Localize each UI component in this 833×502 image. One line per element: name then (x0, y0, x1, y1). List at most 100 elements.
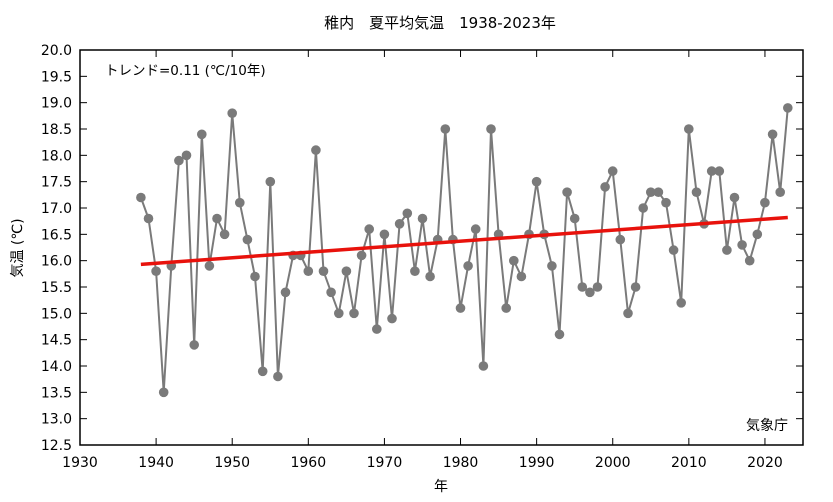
x-tick-label: 1950 (214, 455, 250, 471)
data-point (303, 266, 314, 277)
data-point (562, 187, 572, 197)
y-tick-label: 16.0 (41, 254, 72, 270)
x-tick-label: 1930 (62, 455, 98, 471)
data-point (318, 266, 329, 277)
x-axis-label: 年 (434, 479, 448, 495)
data-point (569, 213, 580, 224)
data-point (767, 129, 778, 140)
data-point (592, 282, 603, 292)
trend-annotation: トレンド=0.11 (℃/10年) (105, 63, 266, 79)
data-point (265, 176, 276, 187)
x-tick-label: 1960 (290, 455, 326, 471)
data-point (775, 187, 785, 197)
data-point (752, 229, 763, 240)
data-point (311, 145, 321, 155)
data-point (554, 329, 565, 340)
data-point (341, 266, 352, 277)
data-point (242, 234, 253, 245)
y-tick-label: 15.5 (41, 280, 72, 296)
data-point (744, 255, 755, 266)
data-point (653, 187, 664, 197)
series-line (139, 107, 789, 393)
data-point (372, 324, 382, 334)
y-tick-label: 14.5 (41, 333, 72, 349)
data-point (410, 266, 420, 277)
data-point (189, 340, 199, 350)
data-point (387, 313, 397, 324)
data-point (783, 103, 793, 113)
y-tick-label: 19.5 (41, 69, 72, 85)
data-point (577, 282, 588, 292)
x-tick-label: 1990 (519, 455, 555, 471)
data-point (638, 203, 648, 213)
data-point (585, 287, 595, 298)
data-point (204, 261, 215, 271)
data-point (470, 224, 481, 234)
data-point (349, 308, 359, 319)
data-point (417, 213, 428, 224)
data-point (463, 261, 473, 271)
data-point (425, 271, 435, 282)
data-point (257, 366, 268, 377)
data-point (197, 129, 207, 140)
data-point (280, 287, 291, 298)
data-point (250, 271, 260, 282)
data-point (630, 282, 641, 292)
data-point (722, 245, 732, 255)
data-point (509, 255, 519, 266)
data-point (706, 166, 717, 176)
x-tick-label: 2000 (595, 455, 631, 471)
trend-layer (140, 215, 788, 267)
y-tick-label: 18.0 (41, 148, 72, 164)
y-tick-label: 13.5 (41, 385, 72, 401)
data-point (326, 287, 336, 298)
data-point (737, 240, 747, 250)
data-point (440, 124, 451, 134)
chart-title: 稚内 夏平均気温 1938-2023年 (324, 14, 556, 32)
data-point (364, 224, 375, 234)
data-point (661, 197, 671, 208)
data-point (600, 182, 610, 192)
data-point (684, 124, 694, 134)
data-point (394, 219, 405, 229)
data-point (219, 229, 230, 240)
data-point (227, 108, 237, 118)
data-point (143, 213, 154, 224)
y-tick-label: 18.5 (41, 122, 72, 138)
data-point (356, 250, 367, 261)
y-tick-label: 14.0 (41, 359, 72, 375)
data-point (501, 303, 512, 313)
data-point (379, 229, 390, 240)
y-tick-label: 17.0 (41, 201, 72, 217)
series-layer (139, 107, 789, 393)
data-point (516, 271, 527, 282)
data-point (714, 166, 725, 176)
data-point (478, 361, 489, 371)
x-axis: 1930 1940 1950 1960 1970 1980 1990 2000 2010 2020 (62, 50, 783, 471)
data-point (174, 155, 184, 166)
x-tick-label: 1980 (443, 455, 479, 471)
data-point (623, 308, 633, 319)
y-axis-label: 気温 (℃) (10, 218, 26, 277)
y-axis: 12.5 13.0 13.5 14.0 14.5 15.0 15.5 16.0 16.5 17.0… (41, 43, 803, 454)
data-point (158, 387, 169, 398)
data-point (668, 245, 679, 255)
credit-label: 気象庁 (746, 418, 788, 434)
data-point (212, 213, 222, 224)
data-point (334, 308, 344, 319)
y-tick-label: 16.5 (41, 227, 72, 243)
data-point (136, 192, 146, 203)
trend-line (140, 215, 788, 267)
y-tick-label: 12.5 (41, 438, 72, 454)
y-tick-label: 19.0 (41, 96, 72, 112)
x-tick-label: 1940 (138, 455, 174, 471)
x-tick-label: 2020 (747, 455, 783, 471)
data-point (607, 166, 618, 176)
y-tick-label: 20.0 (41, 43, 72, 59)
data-point (151, 266, 161, 277)
y-tick-label: 15.0 (41, 306, 72, 322)
data-point (531, 176, 542, 187)
x-tick-label: 2010 (671, 455, 707, 471)
